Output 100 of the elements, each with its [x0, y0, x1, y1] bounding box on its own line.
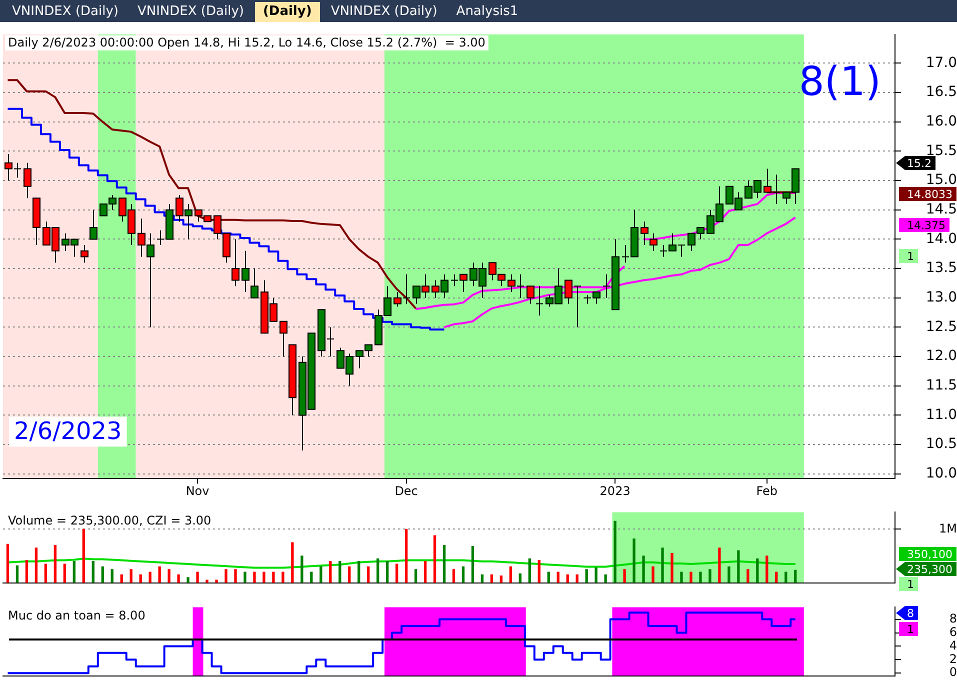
bar — [272, 572, 275, 583]
bar — [310, 572, 313, 583]
bar — [25, 560, 28, 583]
bar — [282, 572, 284, 583]
bar — [6, 544, 10, 583]
y-tick-label: 10.0 — [926, 466, 957, 482]
bar — [54, 544, 57, 583]
bar — [566, 574, 569, 583]
bar — [490, 574, 494, 583]
bar — [72, 561, 76, 583]
text: VNINDEX (Daily) — [11, 3, 120, 21]
text: 1 — [907, 578, 914, 591]
bar — [196, 572, 199, 583]
bar — [244, 572, 246, 583]
y-tick-label: 4 — [949, 638, 957, 652]
bar — [556, 572, 560, 583]
bar — [480, 574, 484, 583]
bar — [661, 548, 664, 583]
bar — [775, 572, 778, 583]
bar — [576, 574, 578, 583]
bar — [604, 574, 607, 583]
y-tick-label: 15.5 — [926, 142, 957, 159]
y-tick-label: 14.0 — [926, 230, 957, 247]
y-tick-label: 11.5 — [926, 378, 957, 394]
bar — [547, 572, 550, 583]
bar — [348, 566, 351, 583]
x-tick-label: Feb — [756, 484, 778, 498]
bar — [728, 566, 730, 583]
bar — [708, 569, 712, 583]
y-tick-label: 2 — [949, 652, 957, 666]
y-tick-label: 0 — [949, 665, 957, 680]
bar — [224, 569, 228, 583]
bar — [338, 561, 342, 583]
bar — [746, 569, 750, 583]
bar — [120, 574, 123, 583]
bar — [500, 576, 503, 583]
bar — [16, 565, 19, 583]
chart-title: Muc do an toan = 8.00 — [8, 608, 146, 622]
y-tick-label: 6 — [949, 624, 957, 639]
y-tick-label: 13.5 — [926, 260, 957, 276]
bar — [614, 520, 616, 583]
bar — [699, 572, 702, 583]
bar — [139, 574, 142, 583]
text: (Daily) — [254, 2, 320, 22]
text: 14.8033 — [907, 188, 952, 201]
y-tick-label: 17.0 — [926, 54, 957, 71]
bar — [766, 556, 768, 583]
bar — [538, 560, 540, 583]
bar — [386, 561, 389, 583]
bar — [101, 566, 104, 583]
chart-title: Volume = 235,300.00, CZI = 3.00 — [8, 513, 212, 528]
bar — [253, 572, 256, 583]
bar — [291, 542, 294, 583]
text: Analysis1 — [455, 3, 520, 21]
y-tick-label: 16.5 — [926, 84, 957, 100]
bar — [130, 569, 132, 583]
x-tick-label: Nov — [186, 484, 210, 498]
text: VNINDEX (Daily) — [330, 3, 438, 21]
bar — [395, 564, 398, 583]
y-tick-label: 16.0 — [926, 113, 957, 130]
bar — [794, 570, 797, 583]
bar — [433, 535, 436, 583]
bar — [186, 577, 190, 583]
bar — [424, 561, 427, 583]
chart-title: Daily 2/6/2023 00:00:00 Open 14.8, Hi 15.2, Lo 14.6, Close 15.2 (2.7%) = 3.00 — [8, 36, 486, 50]
bar — [158, 566, 161, 583]
bar — [737, 550, 740, 583]
bar — [680, 572, 683, 583]
y-tick-label: 10.5 — [926, 436, 957, 452]
bar — [215, 580, 218, 583]
y-tick-label: 1M — [939, 521, 957, 536]
bar — [376, 558, 380, 583]
bar — [652, 566, 654, 583]
bar — [632, 538, 636, 583]
y-tick-label: 11.0 — [926, 406, 957, 423]
bar — [300, 556, 304, 583]
bar — [462, 566, 465, 583]
y-tick-label: 15.0 — [926, 172, 957, 188]
bar — [623, 569, 626, 583]
y-tick-label: 13.0 — [926, 290, 957, 306]
bar — [206, 580, 208, 583]
annotation: 2/6/2023 — [14, 416, 122, 445]
bar — [329, 561, 332, 583]
bar — [594, 567, 598, 583]
bar — [518, 573, 522, 583]
bar — [34, 548, 38, 583]
x-tick-label: Dec — [394, 484, 418, 498]
text: 350,100 — [907, 548, 952, 561]
text: 1 — [907, 250, 914, 263]
bar — [404, 528, 408, 583]
bar — [471, 546, 474, 583]
bar — [358, 561, 360, 583]
text: 8 — [907, 606, 914, 620]
y-tick-label: 14.5 — [926, 201, 957, 218]
bar — [177, 574, 180, 583]
text: 15.2 — [907, 156, 932, 170]
bar — [234, 569, 237, 583]
bar — [414, 569, 418, 583]
text: 235,300 — [907, 562, 952, 576]
x-tick-label: 2023 — [600, 484, 630, 498]
